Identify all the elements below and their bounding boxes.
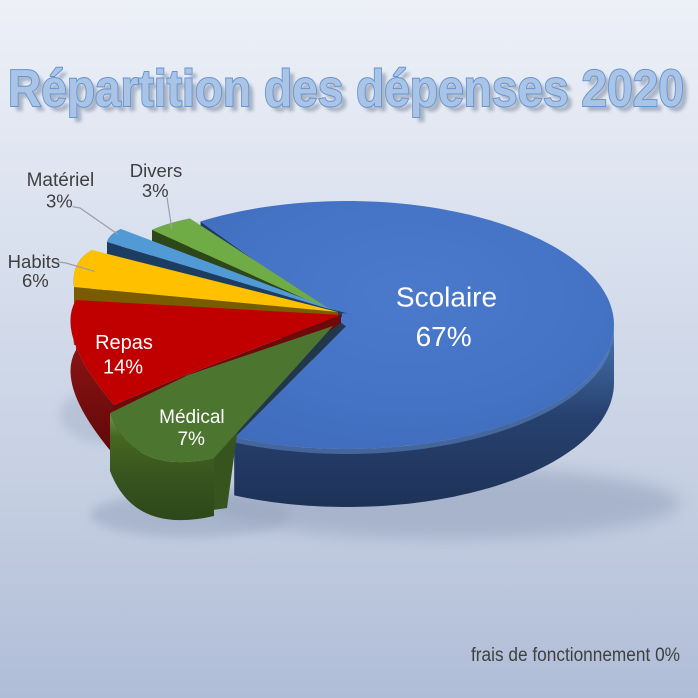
- svg-text:Habits: Habits: [8, 251, 60, 272]
- svg-text:Répartition des dépenses 2020: Répartition des dépenses 2020: [8, 60, 684, 118]
- svg-text:Répartition des dépenses 2020: Répartition des dépenses 2020: [13, 65, 689, 123]
- svg-text:Repas: Repas: [95, 332, 153, 354]
- svg-text:7%: 7%: [177, 429, 205, 450]
- svg-text:3%: 3%: [142, 180, 169, 201]
- svg-text:67%: 67%: [416, 321, 472, 352]
- svg-text:Matériel: Matériel: [27, 170, 95, 191]
- svg-text:14%: 14%: [103, 357, 143, 379]
- svg-text:frais de fonctionnement 0%: frais de fonctionnement 0%: [471, 645, 680, 666]
- svg-text:Scolaire: Scolaire: [396, 282, 497, 313]
- svg-text:Divers: Divers: [130, 160, 182, 181]
- svg-text:Médical: Médical: [159, 407, 224, 428]
- svg-text:6%: 6%: [22, 270, 49, 291]
- svg-text:3%: 3%: [46, 191, 73, 212]
